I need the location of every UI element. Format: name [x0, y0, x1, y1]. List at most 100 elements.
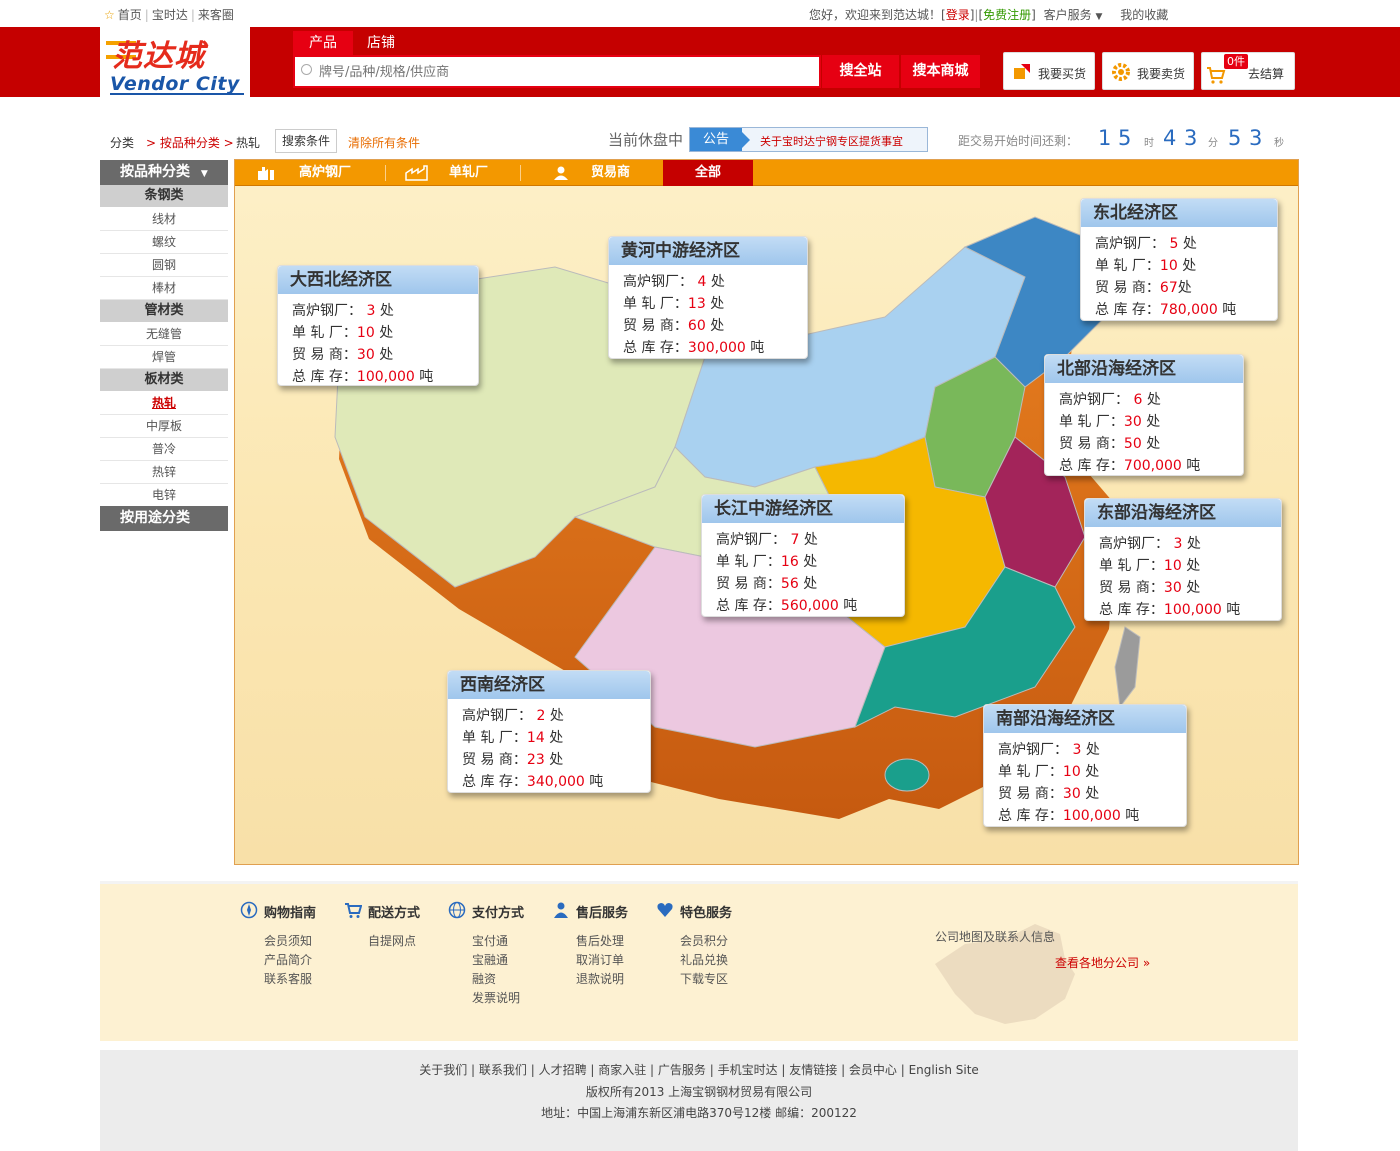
favorites-link[interactable]: 我的收藏 [1120, 8, 1169, 22]
sidebar-item[interactable]: 中厚板 [100, 415, 228, 438]
sidebar-item-active[interactable]: 热轧 [100, 392, 228, 415]
notice-bar[interactable]: 公告 关于宝时达宁钢专区提货事宜 [689, 127, 928, 152]
region-card-northcoast[interactable]: 北部沿海经济区 高炉钢厂： 6 处 单 轧 厂：30 处 贸 易 商：50 处 … [1044, 354, 1244, 476]
second-digit: 3 [1249, 126, 1263, 150]
region-title: 东部沿海经济区 [1085, 499, 1281, 527]
region-title: 长江中游经济区 [702, 495, 904, 523]
laikequan-link[interactable]: 来客圈 [197, 8, 234, 22]
footer-link[interactable]: 宝付通 [472, 934, 509, 948]
dropdown-arrow-icon: ▼ [200, 169, 208, 179]
footer-link[interactable]: 会员须知 [264, 934, 313, 948]
region-card-yangtze[interactable]: 长江中游经济区 高炉钢厂： 7 处 单 轧 厂：16 处 贸 易 商：56 处 … [701, 494, 905, 617]
hour-unit: 时 [1144, 138, 1154, 149]
map-tabs: 高炉钢厂 单轧厂 贸易商 全部 [235, 160, 1298, 186]
crumb-root[interactable]: 分类 [110, 136, 135, 150]
region-card-northeast[interactable]: 东北经济区 高炉钢厂： 5 处 单 轧 厂：10 处 贸 易 商：67处 总 库… [1080, 198, 1278, 321]
factory-icon [258, 167, 274, 180]
region-southcoast-shape [854, 566, 1076, 729]
welcome-text: 您好，欢迎来到范达城！ [809, 8, 942, 22]
company-map-label: 公司地图及联系人信息 [935, 930, 1056, 944]
footer-link[interactable]: 产品简介 [264, 953, 313, 967]
footer-link[interactable]: 礼品兑换 [680, 953, 729, 967]
footer-link[interactable]: 宝融通 [472, 953, 509, 967]
crumb-level2: 热轧 [236, 136, 261, 150]
crumb-level1[interactable]: > 按品种分类 > [146, 136, 234, 150]
cart-icon [1207, 67, 1226, 84]
footer-link[interactable]: 退款说明 [576, 972, 625, 986]
top-nav: ☆ 首页 | 宝时达 | 来客圈 [104, 8, 234, 22]
footer-links[interactable]: 关于我们 | 联系我们 | 人才招聘 | 商家入驻 | 广告服务 | 手机宝时达… [419, 1063, 979, 1077]
sidebar-group[interactable]: 管材类 [100, 300, 228, 322]
region-map-panel: 高炉钢厂 单轧厂 贸易商 全部 [234, 159, 1299, 865]
sidebar-item[interactable]: 棒材 [100, 277, 228, 300]
tab-blast-furnace[interactable]: 高炉钢厂 [257, 160, 387, 186]
home-link[interactable]: 首页 [117, 8, 142, 22]
branches-link[interactable]: 查看各地分公司 » [1055, 956, 1151, 970]
footer-link[interactable]: 售后处理 [576, 934, 625, 948]
sidebar-group[interactable]: 板材类 [100, 369, 228, 391]
sidebar-item[interactable]: 圆钢 [100, 254, 228, 277]
copyright: 版权所有2013 上海宝钢钢材贸易有限公司 [585, 1085, 813, 1099]
baoshida-link[interactable]: 宝时达 [151, 8, 188, 22]
sell-button[interactable]: 我要卖货 [1102, 52, 1194, 90]
region-card-northwest[interactable]: 大西北经济区 高炉钢厂： 3 处 单 轧 厂：10 处 贸 易 商：30 处 总… [277, 265, 479, 386]
tab-rolling-mill[interactable]: 单轧厂 [405, 160, 520, 186]
footer-link[interactable]: 会员积分 [680, 934, 729, 948]
mill-icon [405, 165, 428, 181]
notice-tag: 公告 [690, 128, 750, 151]
region-title: 大西北经济区 [278, 266, 478, 294]
site-logo[interactable]: 范达城 Vendor City [100, 27, 250, 97]
tab-all[interactable]: 全部 [663, 160, 753, 186]
sidebar-item[interactable]: 电锌 [100, 484, 228, 507]
search-input[interactable] [319, 61, 809, 83]
clear-filters-link[interactable]: 清除所有条件 [348, 136, 421, 150]
sidebar-head-usage[interactable]: 按用途分类 [100, 506, 228, 531]
minute-digit: 4 [1163, 126, 1177, 150]
login-link[interactable]: 登录 [945, 8, 970, 22]
notice-text[interactable]: 关于宝时达宁钢专区提货事宜 [760, 135, 903, 148]
filter-button[interactable]: 搜索条件 [275, 129, 338, 153]
footer-link[interactable]: 发票说明 [472, 991, 521, 1005]
sidebar-item[interactable]: 无缝管 [100, 323, 228, 346]
second-unit: 秒 [1274, 138, 1284, 149]
header: 范达城 Vendor City 产品 店铺 搜全站 搜本商城 我要买货 我要卖货… [0, 27, 1400, 97]
region-title: 南部沿海经济区 [984, 705, 1186, 733]
tab-trader[interactable]: 贸易商 [553, 160, 663, 186]
search-mall-button[interactable]: 搜本商城 [901, 55, 980, 88]
register-link[interactable]: 免费注册 [983, 8, 1032, 22]
footer-link[interactable]: 融资 [472, 972, 497, 986]
sidebar-item[interactable]: 螺纹 [100, 231, 228, 254]
sidebar-item[interactable]: 热锌 [100, 461, 228, 484]
second-digit: 5 [1228, 126, 1242, 150]
hour-digit: 1 [1098, 126, 1112, 150]
sidebar-head-variety[interactable]: 按品种分类 ▼ [100, 160, 228, 185]
footer-link[interactable]: 联系客服 [264, 972, 313, 986]
customer-service-menu[interactable]: 客户服务 ▼ [1043, 8, 1103, 22]
tab-products[interactable]: 产品 [293, 31, 353, 55]
sidebar-item[interactable]: 普冷 [100, 438, 228, 461]
region-card-southwest[interactable]: 西南经济区 高炉钢厂： 2 处 单 轧 厂：14 处 贸 易 商：23 处 总 … [447, 670, 651, 793]
footer-bottom: 关于我们 | 联系我们 | 人才招聘 | 商家入驻 | 广告服务 | 手机宝时达… [100, 1050, 1298, 1151]
tab-shops[interactable]: 店铺 [367, 35, 395, 51]
region-title: 东北经济区 [1081, 199, 1277, 227]
region-card-yellowriver[interactable]: 黄河中游经济区 高炉钢厂： 4 处 单 轧 厂：13 处 贸 易 商：60 处 … [608, 236, 808, 359]
cart-icon [345, 903, 362, 918]
minute-digit: 3 [1184, 126, 1198, 150]
footer-link[interactable]: 自提网点 [368, 934, 417, 948]
buy-button[interactable]: 我要买货 [1003, 52, 1095, 90]
footer-guide: 购物指南 会员须知 产品简介 联系客服 配送方式 自提网点 支付方式 宝付通 宝… [100, 881, 1298, 1041]
sidebar-item[interactable]: 焊管 [100, 346, 228, 369]
dropdown-arrow-icon: ▼ [1095, 12, 1103, 22]
sidebar-item[interactable]: 线材 [100, 208, 228, 231]
countdown-label: 距交易开始时间还剩： [958, 134, 1079, 148]
footer-link[interactable]: 取消订单 [576, 953, 625, 967]
hainan-shape [884, 758, 930, 792]
region-card-southcoast[interactable]: 南部沿海经济区 高炉钢厂： 3 处 单 轧 厂：10 处 贸 易 商：30 处 … [983, 704, 1187, 827]
region-card-eastcoast[interactable]: 东部沿海经济区 高炉钢厂： 3 处 单 轧 厂：10 处 贸 易 商：30 处 … [1084, 498, 1282, 621]
footer-link[interactable]: 下载专区 [680, 972, 729, 986]
region-title: 黄河中游经济区 [609, 237, 807, 265]
sidebar-group[interactable]: 条钢类 [100, 185, 228, 207]
search-all-button[interactable]: 搜全站 [822, 55, 899, 88]
cart-button[interactable]: 0件 去结算 [1201, 52, 1295, 90]
market-status: 当前休盘中 [608, 131, 684, 149]
